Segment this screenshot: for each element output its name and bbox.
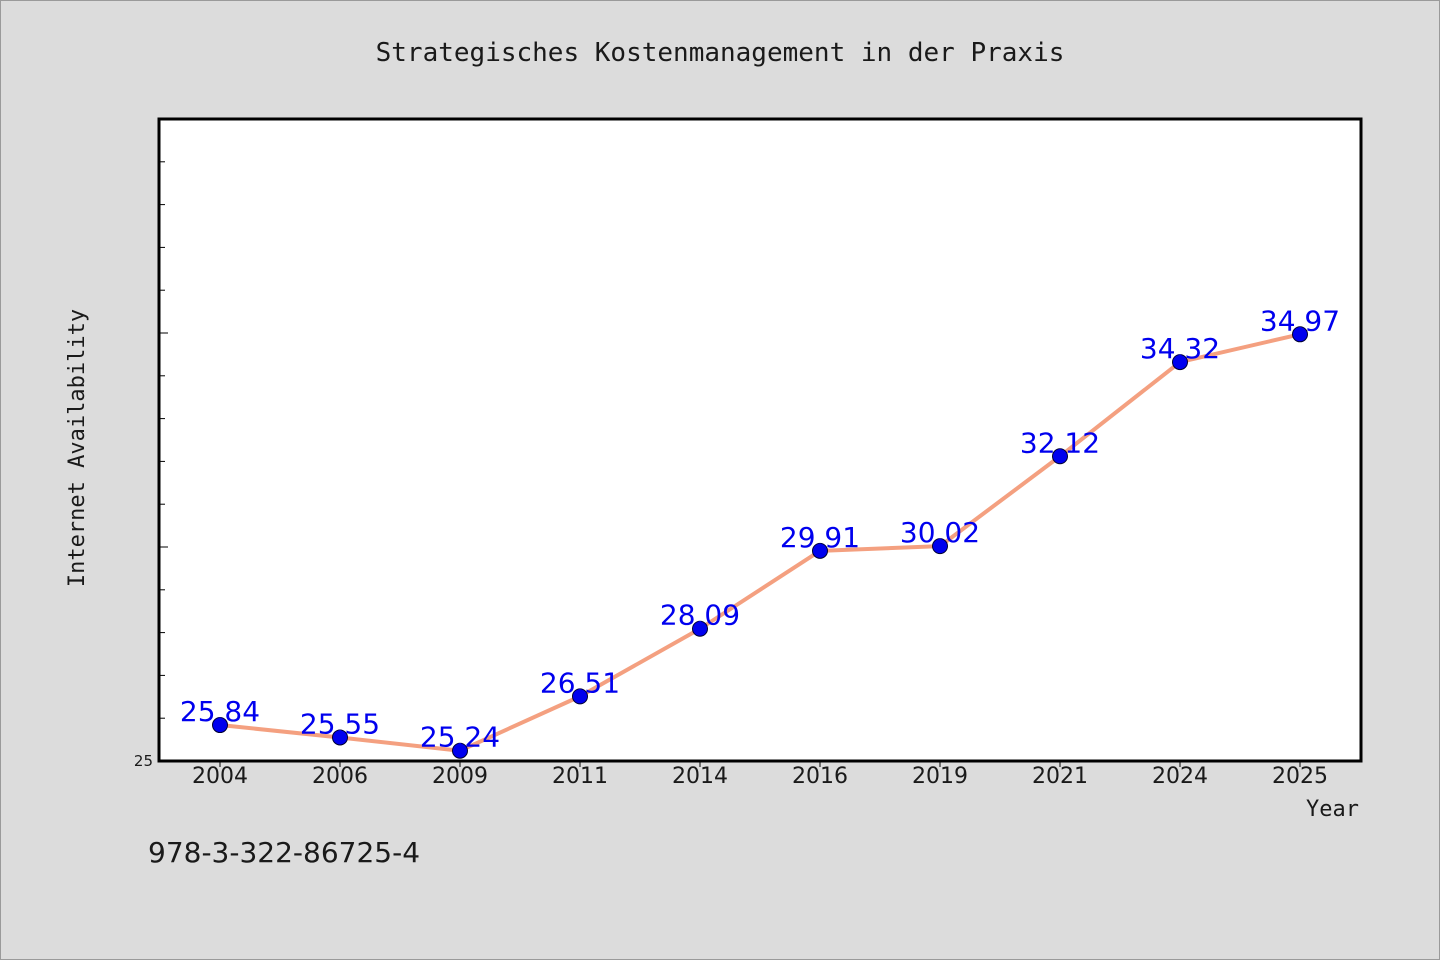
x-tick-label: 2024: [1152, 764, 1208, 789]
data-point-marker: [1172, 354, 1188, 371]
chart-title: Strategisches Kostenmanagement in der Pr…: [376, 38, 1065, 68]
x-tick-label: 2011: [552, 764, 608, 789]
data-value-label: 30.02: [900, 516, 980, 549]
data-point-marker: [1292, 326, 1308, 343]
data-value-label: 32.12: [1020, 426, 1100, 459]
data-point-marker: [932, 538, 948, 555]
data-value-label: 25.55: [300, 707, 380, 740]
isbn-label: 978-3-322-86725-4: [148, 836, 420, 869]
series-line-group: [218, 332, 1302, 753]
value-labels: 25.84 25.55 25.24 26.51 28.09 29.91 30.02 32.12…: [180, 304, 1340, 753]
plot-area: [157, 117, 1363, 763]
x-tick-label: 2006: [312, 764, 368, 789]
data-point-marker: [692, 620, 708, 637]
data-value-label: 34.32: [1140, 332, 1220, 365]
data-value-label: 28.09: [660, 599, 740, 632]
y-axis-label: Internet Availability: [65, 309, 90, 587]
data-value-label: 26.51: [540, 666, 620, 699]
x-tick-label: 2009: [432, 764, 488, 789]
series-markers: [212, 326, 1308, 759]
data-point-marker: [572, 688, 588, 705]
x-tick-label: 2019: [912, 764, 968, 789]
data-point-marker: [452, 742, 468, 759]
data-point-marker: [332, 729, 348, 746]
data-value-label: 29.91: [780, 521, 860, 554]
data-point-marker: [1052, 448, 1068, 465]
x-tick-label: 2004: [192, 764, 248, 789]
x-tick-label: 2025: [1272, 764, 1328, 789]
data-value-label: 34.97: [1260, 304, 1340, 337]
y-axis-ticks: [159, 161, 168, 719]
x-tick-label: 2021: [1032, 764, 1088, 789]
data-point-marker: [212, 717, 228, 734]
x-tick-label: 2014: [672, 764, 728, 789]
series-line: [218, 332, 1302, 753]
data-value-label: 25.24: [420, 721, 500, 754]
x-axis-label: Year: [1306, 797, 1359, 822]
x-tick-label: 2016: [792, 764, 848, 789]
data-value-label: 25.84: [180, 695, 260, 728]
y-tick-label-min: 25: [134, 752, 153, 770]
data-point-marker: [812, 542, 828, 559]
x-axis-ticks: 2004 2006 2009 2011 2014 2016 2019 2021 2024 2025: [192, 761, 1328, 789]
